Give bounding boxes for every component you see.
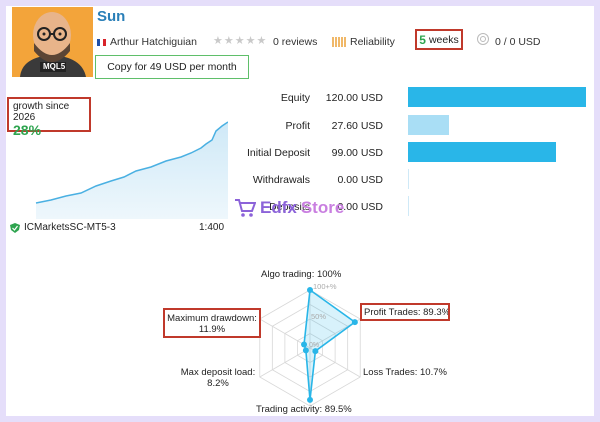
avatar-illustration [12,7,93,77]
stat-label-initial-deposit: Initial Deposit [246,147,310,159]
stat-bar-equity [408,87,586,107]
store-watermark: Edfx Store [234,198,344,218]
radar-label-trading-activity: Trading activity: 89.5% [256,404,352,415]
watermark-part2: Store [300,198,345,217]
stat-label-deposits: Deposits [269,201,310,213]
radar-point-profit [351,319,358,326]
stat-bar-initial-deposit [408,142,556,162]
radar-axis-line [309,347,361,378]
reliability: Reliability [332,36,395,48]
reliability-bars-icon [332,37,346,47]
radar-ring-0: 0% [309,342,320,349]
watermark-part1: Edfx [260,198,297,217]
radar-point-algo [307,287,313,293]
star-icon: ★ [213,35,224,47]
max-drawdown-highlight-box [163,308,261,338]
stat-label-equity: Equity [280,92,310,104]
reviews-count[interactable]: 0 reviews [273,36,318,48]
max-deposit-load-title: Max deposit load: [180,367,256,378]
copy-button[interactable]: Copy for 49 USD per month [95,55,249,79]
rating-stars: ★★★★★ [213,34,267,47]
weeks-number: 5 [419,32,426,47]
radar-point-deposit_load [302,347,309,354]
stat-bar-withdrawals [408,169,409,189]
radar-label-max-deposit-load: Max deposit load: 8.2% [178,367,258,389]
cart-icon [235,199,256,217]
author-name[interactable]: Arthur Hatchiguian [110,36,197,48]
star-icon: ★ [256,35,268,47]
growth-chart [35,121,228,219]
max-drawdown-value: 11.9% [198,324,226,335]
radar-point-drawdown [301,341,308,348]
growth-area [36,122,228,219]
stat-bar-deposits [408,196,409,216]
radar-label-max-drawdown: Maximum drawdown: 11.9% [167,313,257,335]
stat-label-withdrawals: Withdrawals [252,174,310,186]
radar-label-profit-trades: Profit Trades: 89.3% [364,307,451,318]
subscribers-icon [477,33,489,45]
weeks-badge: 5 weeks [415,29,463,50]
signal-card: MQL5 Sun Arthur Hatchiguian ★★★★★ 0 revi… [6,6,594,416]
star-icon: ★ [234,35,246,47]
radar-ring-100: 100+% [313,282,337,291]
growth-line [35,121,228,204]
stat-label-profit: Profit [285,120,310,132]
growth-label: growth since 2026 [13,101,70,123]
radar-label-loss-trades: Loss Trades: 10.7% [363,367,447,378]
growth-highlight-box: growth since 2026 28% [7,97,91,138]
radar-ring-50: 50% [311,312,327,321]
stat-value-withdrawals: 0.00 USD [337,174,383,186]
star-icon: ★ [245,35,257,47]
max-drawdown-title: Maximum drawdown: [167,313,257,324]
stat-value-deposits: 0.00 USD [337,201,383,213]
stat-bar-profit [408,115,449,135]
stat-value-profit: 27.60 USD [331,120,383,132]
stat-value-equity: 120.00 USD [325,92,383,104]
profit-trades-highlight-box [360,303,450,321]
leverage-value: 1:400 [199,222,225,233]
subscribers-value: 0 / 0 USD [495,36,541,48]
server-name[interactable]: ICMarketsSC-MT5-3 [24,222,116,233]
avatar[interactable]: MQL5 [12,7,93,77]
reliability-label: Reliability [350,36,395,48]
radar-label-algo-trading: Algo trading: 100% [261,269,342,280]
verified-shield-icon [10,222,20,233]
weeks-label: weeks [428,33,459,46]
growth-value: 28% [13,122,42,138]
france-flag-icon [97,38,106,46]
radar-chart [259,287,361,407]
server-info[interactable]: ICMarketsSC-MT5-3 [10,222,116,233]
avatar-badge: MQL5 [43,62,66,71]
radar-point-activity [307,396,313,403]
max-deposit-load-value: 8.2% [207,378,229,389]
stat-value-initial-deposit: 99.00 USD [331,147,383,159]
radar-data [301,287,358,403]
author-row[interactable]: Arthur Hatchiguian [97,36,197,48]
radar-axis-line [259,347,311,378]
signal-title[interactable]: Sun [97,8,126,25]
radar-point-loss [312,348,319,355]
star-icon: ★ [223,35,235,47]
